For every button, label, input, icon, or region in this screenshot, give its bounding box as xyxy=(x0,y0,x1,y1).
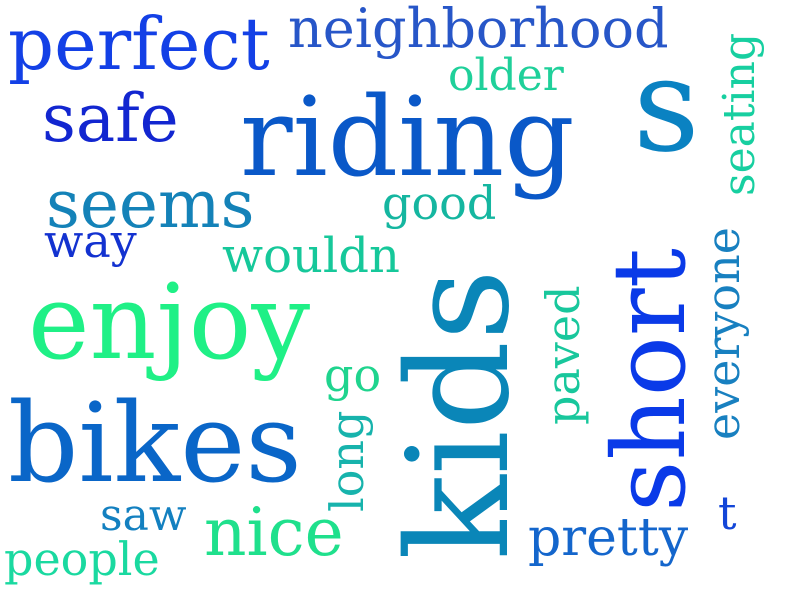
word-t: t xyxy=(718,486,737,540)
word-older: older xyxy=(448,50,564,101)
word-perfect: perfect xyxy=(8,2,270,86)
word-nice: nice xyxy=(204,494,344,571)
word-saw: saw xyxy=(100,490,187,541)
word-way: way xyxy=(44,214,137,268)
word-riding: riding xyxy=(240,73,575,201)
word-s: s xyxy=(633,29,700,181)
word-good: good xyxy=(382,176,497,230)
word-enjoy: enjoy xyxy=(28,261,311,383)
word-paved: paved xyxy=(536,285,590,425)
word-pretty: pretty xyxy=(528,508,689,568)
word-neighborhood: neighborhood xyxy=(288,0,669,60)
word-safe: safe xyxy=(42,80,179,157)
word-everyone: everyone xyxy=(696,227,750,440)
word-go: go xyxy=(324,348,382,402)
word-seems: seems xyxy=(46,166,255,243)
word-short: short xyxy=(591,248,708,512)
word-wouldn: wouldn xyxy=(222,228,400,284)
word-kids: kids xyxy=(378,268,541,560)
word-bikes: bikes xyxy=(8,379,302,507)
word-seating: seating xyxy=(714,32,765,196)
word-people: people xyxy=(4,532,160,586)
